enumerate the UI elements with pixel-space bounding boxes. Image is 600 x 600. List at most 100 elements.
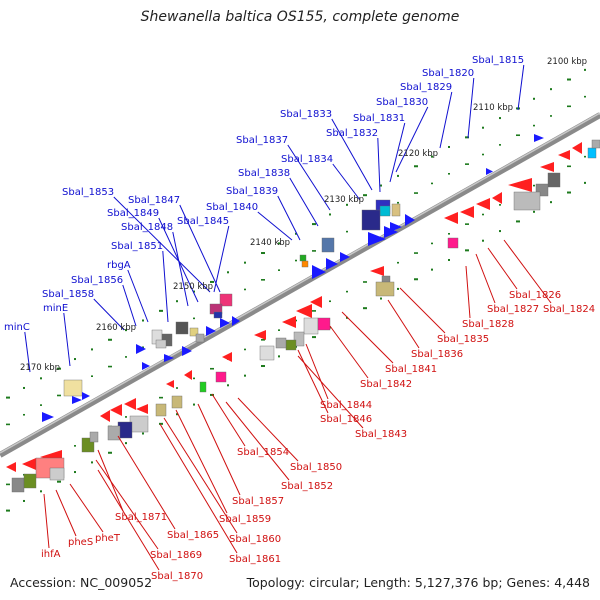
gene-block <box>155 403 167 417</box>
tick-dot <box>23 413 25 416</box>
forward-gene-arrow <box>42 412 54 422</box>
gene-block <box>155 339 167 349</box>
tick-dot <box>312 250 316 252</box>
tick-dot <box>431 242 433 245</box>
reverse-leader-line <box>43 493 50 549</box>
forward-leader-line <box>517 64 525 111</box>
reverse-gene-arrow <box>22 458 36 470</box>
gene-label-reverse: Sbal_1861 <box>229 554 281 565</box>
reverse-leader-line <box>69 483 104 533</box>
tick-dot <box>261 279 265 281</box>
tick-dot <box>193 290 195 293</box>
tick-dot <box>278 355 280 358</box>
gene-label-forward: minE <box>43 303 68 314</box>
tick-dot <box>448 172 450 175</box>
tick-dot <box>465 223 469 225</box>
tick-dot <box>40 490 42 493</box>
reverse-gene-arrow <box>370 266 384 276</box>
tick-dot <box>346 290 348 293</box>
kbp-ticks: 2100 kbp 2110 kbp 2120 kbp 2130 kbp 2140 kbp… <box>20 57 587 373</box>
forward-gene-arrow <box>326 258 338 270</box>
tick-dot <box>550 115 552 117</box>
reverse-gene-arrow <box>124 398 136 410</box>
gene-label-reverse: Sbal_1835 <box>437 334 489 345</box>
gene-block <box>219 293 233 307</box>
forward-gene-arrow <box>486 168 493 175</box>
gene-label-reverse: Sbal_1857 <box>232 496 284 507</box>
gene-block <box>317 317 331 331</box>
tick-dot <box>567 78 571 81</box>
tick-dot <box>448 232 450 235</box>
tick-dot <box>176 387 178 389</box>
tick-dot <box>125 416 127 418</box>
gene-block <box>303 317 319 335</box>
reverse-leader-line <box>225 401 290 481</box>
kbp-tick-label: 2140 kbp <box>250 238 290 248</box>
tick-dot <box>278 269 280 271</box>
forward-leader-line <box>162 250 169 323</box>
gene-labels: Sbal_1815 Sbal_1820 Sbal_1829 Sbal_1830 Sbal… <box>4 55 595 582</box>
tick-dot <box>210 280 214 283</box>
backbone-highlight <box>0 112 600 454</box>
gene-block <box>129 415 149 433</box>
reverse-leader-line <box>297 349 329 414</box>
gene-label-reverse: Sbal_1826 <box>509 290 561 301</box>
gene-block <box>49 467 65 481</box>
reverse-leader-line <box>487 247 518 290</box>
forward-leader-line <box>122 284 137 327</box>
gene-label-forward: Sbal_1820 <box>422 68 474 79</box>
reverse-gene-arrow <box>444 212 458 224</box>
reverse-leader-line <box>163 417 238 534</box>
gene-block <box>275 337 287 349</box>
reverse-gene-arrow <box>166 380 174 388</box>
tick-dot <box>91 348 93 351</box>
tick-dot <box>414 278 418 281</box>
forward-leader-line <box>24 331 31 373</box>
gene-label-forward: Sbal_1829 <box>400 82 452 93</box>
tick-dot <box>363 281 367 283</box>
tick-dot <box>584 68 586 71</box>
gene-label-forward: Sbal_1815 <box>472 55 524 66</box>
gene-block <box>391 203 401 217</box>
tick-dot <box>40 377 42 380</box>
gene-block <box>361 209 381 231</box>
tick-dot <box>567 105 571 108</box>
kbp-tick-label: 2110 kbp <box>473 103 513 113</box>
gene-label-reverse: Sbal_1850 <box>290 462 342 473</box>
tick-dot <box>465 136 469 139</box>
gene-block <box>321 237 335 253</box>
forward-leader-line <box>277 195 301 241</box>
forward-leader-line <box>467 77 475 139</box>
reverse-leader-line <box>55 489 77 537</box>
tick-dot <box>244 348 246 351</box>
gene-block <box>299 254 307 262</box>
reverse-gene-arrow <box>184 370 192 380</box>
tick-dot <box>533 97 535 100</box>
reverse-gene-arrow <box>492 192 502 204</box>
kbp-tick-label: 2170 kbp <box>20 363 60 373</box>
gene-block <box>199 381 207 393</box>
tick-dot <box>414 192 418 194</box>
forward-gene-arrow <box>312 265 326 279</box>
tick-dot <box>516 220 520 223</box>
tick-dot <box>346 230 348 233</box>
reverse-leader-line <box>97 469 160 571</box>
tick-dot <box>414 165 418 168</box>
gene-block <box>447 237 459 249</box>
tick-dot <box>397 174 399 177</box>
tick-dot <box>567 191 571 194</box>
tick-dot <box>74 358 76 361</box>
gene-label-forward: Sbal_1830 <box>376 97 428 108</box>
tick-dot <box>142 346 144 349</box>
gene-label-forward: Sbal_1831 <box>353 113 405 124</box>
gene-label-reverse: Sbal_1854 <box>237 447 289 458</box>
tick-dot <box>176 300 178 303</box>
forward-gene-arrow <box>82 392 90 400</box>
gene-block <box>375 281 395 297</box>
gene-block <box>215 371 227 383</box>
reverse-gene-arrow <box>558 150 570 160</box>
gene-block <box>513 191 541 211</box>
tick-dot <box>397 287 399 290</box>
gene-label-forward: Sbal_1837 <box>236 135 288 146</box>
tick-dot <box>414 252 418 254</box>
